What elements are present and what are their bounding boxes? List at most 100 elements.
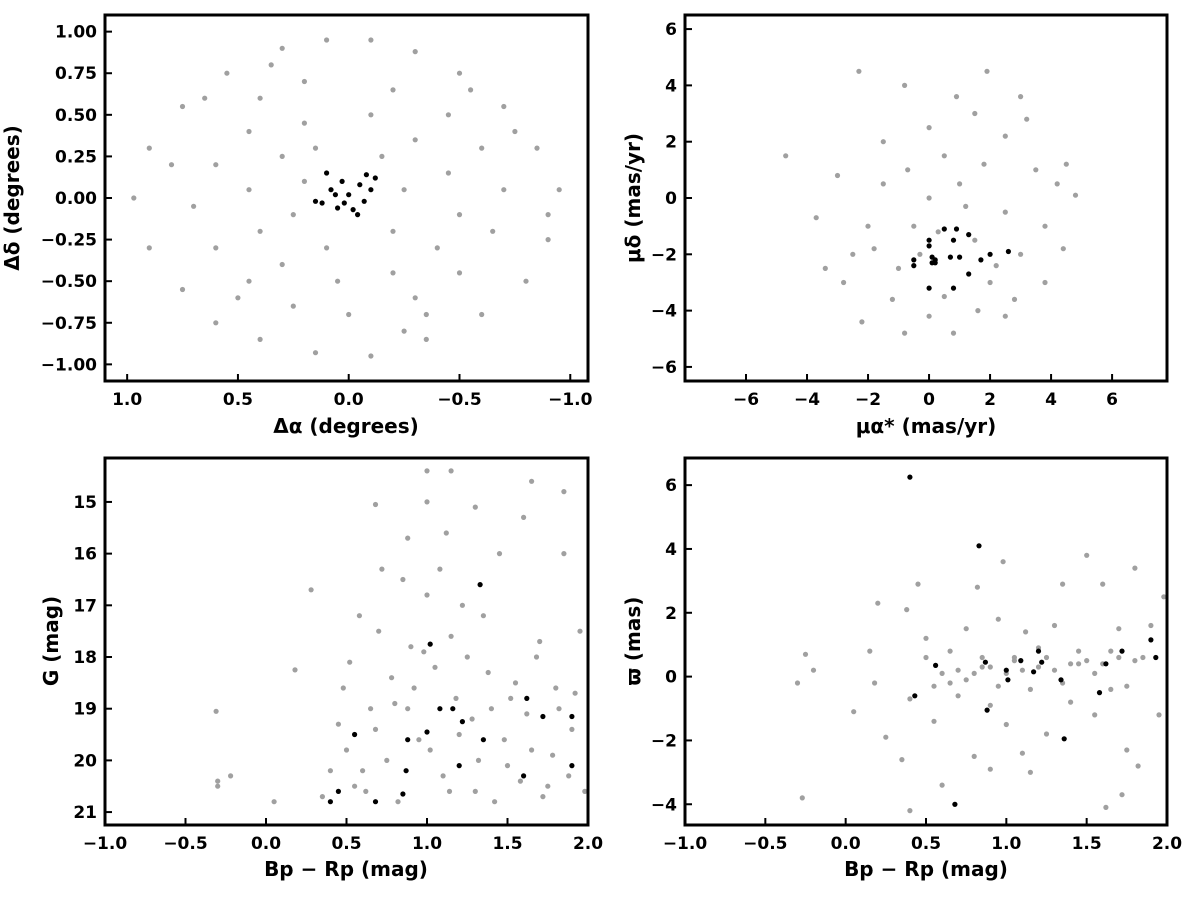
- cmd-x-tick-label-0: −1.0: [83, 834, 128, 854]
- cmd-series0-point-12: [379, 566, 385, 572]
- sky-series0-point-64: [268, 62, 274, 68]
- cmd-series1-point-5: [456, 763, 462, 769]
- parallax-series1-point-18: [1153, 654, 1159, 661]
- sky-x-tick-label-3: −0.5: [437, 390, 481, 410]
- sky-series0-point-8: [556, 187, 562, 193]
- sky-series0-point-32: [290, 303, 296, 309]
- panel-proper-motion: −6 −4 −2 0 2 4 6 6 4 2 0 −2 −4 −6 μα* (mas/yr) μδ (ma…: [621, 13, 1169, 438]
- parallax-series1-point-8: [1018, 658, 1024, 664]
- parallax-series1-point-6: [1003, 667, 1009, 673]
- sky-series0-point-54: [324, 245, 330, 251]
- parallax-series0-point-56: [1051, 667, 1058, 673]
- pm-y-tick-label-4: −2: [651, 245, 677, 265]
- cmd-series0-point-24: [456, 731, 462, 738]
- sky-y-tick-label-4: 0.00: [55, 189, 97, 209]
- sky-series0-point-23: [301, 78, 307, 85]
- sky-y-tick-label-2: 0.50: [55, 106, 97, 126]
- sky-points: [131, 37, 562, 359]
- pm-series0-point-11: [902, 330, 908, 336]
- cmd-x-tick-label-6: 2.0: [573, 834, 603, 854]
- sky-series0-point-60: [168, 162, 175, 168]
- pm-series1-point-18: [926, 285, 932, 291]
- cmd-series0-point-44: [347, 659, 353, 665]
- pm-series0-point-36: [841, 279, 847, 286]
- parallax-series0-point-60: [1116, 654, 1122, 661]
- cmd-series0-point-78: [372, 501, 379, 508]
- sky-series0-point-12: [423, 336, 429, 342]
- pm-series0-point-25: [1018, 251, 1024, 257]
- parallax-series0-point-34: [1076, 661, 1082, 667]
- pm-series1-point-7: [941, 226, 947, 232]
- parallax-series0-point-8: [883, 734, 889, 740]
- cmd-series0-point-49: [395, 799, 401, 805]
- cmd-series0-point-52: [421, 649, 427, 655]
- pm-series0-point-22: [895, 265, 902, 271]
- sky-series1-point-0: [319, 200, 325, 206]
- pm-points: [783, 68, 1079, 336]
- parallax-series1-point-19: [952, 801, 958, 807]
- cmd-series1-point-10: [459, 719, 465, 725]
- sky-series0-point-51: [379, 153, 385, 159]
- pm-y-tick-label-0: 6: [665, 20, 677, 40]
- cmd-ticks: −1.0 −0.5 0.0 0.5 1.0 1.5 2.0 21 20 19 18 17 16 15: [73, 493, 603, 854]
- parallax-y-tick-label-1: 4: [665, 540, 677, 560]
- cmd-series0-point-26: [472, 788, 478, 795]
- cmd-series0-point-27: [480, 613, 486, 619]
- parallax-series0-point-18: [971, 753, 977, 760]
- sky-y-tick-label-5: −0.25: [41, 231, 97, 251]
- pm-series0-point-30: [1002, 209, 1008, 215]
- parallax-series0-point-24: [1003, 721, 1009, 728]
- pm-series1-point-17: [1005, 248, 1012, 255]
- parallax-series0-point-73: [1124, 683, 1130, 689]
- cmd-series0-point-5: [292, 667, 298, 673]
- parallax-x-tick-label-0: −1.0: [663, 834, 708, 854]
- sky-series1-point-8: [368, 187, 374, 193]
- cmd-series1-point-6: [352, 731, 358, 738]
- cmd-series0-point-14: [392, 700, 398, 707]
- cmd-series0-point-46: [363, 788, 369, 795]
- pm-series0-point-21: [865, 223, 871, 229]
- cmd-series0-point-22: [443, 530, 449, 536]
- sky-series0-point-50: [312, 145, 319, 151]
- pm-series0-point-34: [917, 251, 923, 257]
- sky-series0-point-29: [456, 270, 463, 276]
- sky-series1-point-5: [350, 207, 356, 213]
- cmd-series0-point-42: [335, 721, 341, 727]
- sky-series0-point-11: [479, 311, 485, 318]
- sky-x-axis-label: Δα (degrees): [273, 414, 419, 438]
- pm-y-axis-label: μδ (mas/yr): [621, 133, 645, 263]
- pm-x-tick-label-0: −6: [733, 390, 759, 410]
- cmd-series0-point-76: [529, 478, 535, 484]
- parallax-series0-point-6: [872, 680, 878, 686]
- cmd-series0-point-63: [508, 695, 514, 702]
- cmd-series1-point-1: [335, 788, 341, 795]
- pm-series0-point-24: [987, 279, 993, 286]
- parallax-series0-point-1: [802, 651, 809, 657]
- parallax-series0-point-72: [1108, 648, 1114, 654]
- pm-series0-point-0: [783, 153, 789, 159]
- pm-series0-point-7: [1060, 246, 1066, 252]
- cmd-series1-point-4: [403, 768, 409, 774]
- sky-series0-point-31: [346, 311, 352, 318]
- parallax-series0-point-16: [955, 693, 961, 699]
- sky-series1-point-2: [335, 205, 341, 211]
- parallax-series0-point-39: [1108, 686, 1114, 693]
- cmd-series0-point-0: [215, 783, 221, 789]
- parallax-series0-point-67: [1027, 686, 1033, 693]
- pm-series1-point-1: [911, 263, 917, 269]
- sky-series0-point-6: [501, 103, 507, 110]
- parallax-series0-point-66: [1011, 658, 1018, 664]
- cmd-series0-point-36: [553, 685, 559, 691]
- parallax-series0-point-48: [1161, 594, 1167, 600]
- sky-series0-point-63: [468, 87, 474, 93]
- cmd-series0-point-41: [327, 768, 333, 774]
- pm-series0-point-37: [963, 203, 969, 209]
- pm-series1-point-12: [957, 254, 963, 260]
- cmd-series0-point-23: [448, 633, 454, 639]
- sky-series0-point-52: [401, 187, 407, 193]
- parallax-series0-point-61: [1132, 658, 1138, 664]
- parallax-series0-point-46: [1148, 622, 1154, 629]
- sky-series0-point-20: [146, 145, 152, 151]
- cmd-series1-point-18: [427, 641, 433, 647]
- cmd-series0-point-69: [556, 706, 562, 712]
